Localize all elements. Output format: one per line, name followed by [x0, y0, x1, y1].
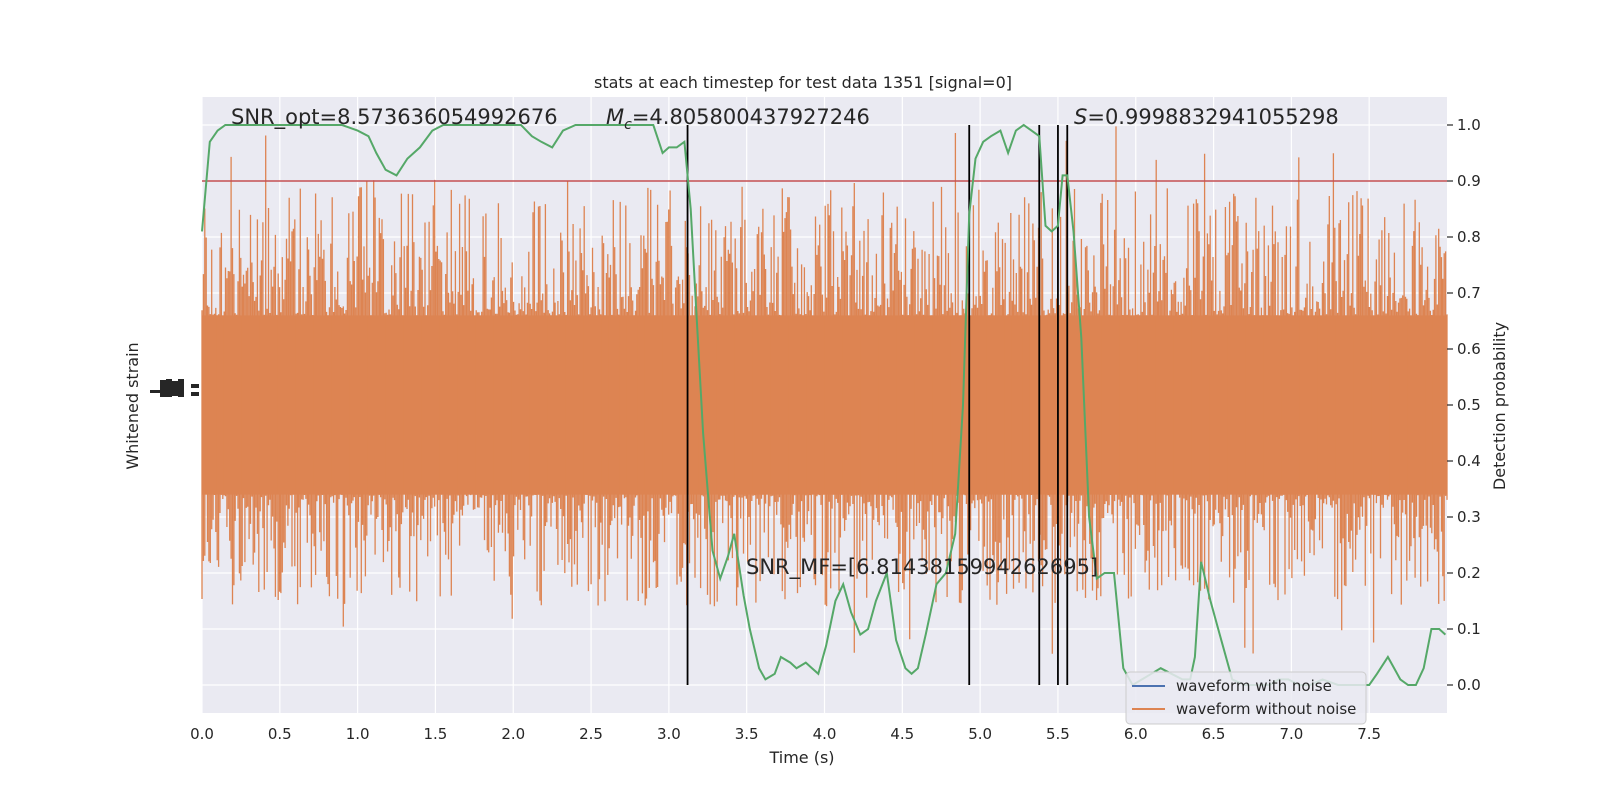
y-right-tick-label: 0.3	[1457, 508, 1481, 526]
x-tick-label: 5.0	[968, 725, 992, 743]
strain-waveform-without-noise	[201, 126, 1448, 654]
x-tick-label: 4.0	[813, 725, 837, 743]
y-right-tick-label: 0.5	[1457, 396, 1481, 414]
y-right-tick-label: 0.8	[1457, 228, 1481, 246]
left-axis-tick-clutter	[150, 379, 199, 397]
x-tick-label: 1.5	[424, 725, 448, 743]
y-right-tick-label: 1.0	[1457, 116, 1481, 134]
legend-label-with-noise: waveform with noise	[1176, 677, 1332, 695]
legend-label-without-noise: waveform without noise	[1176, 700, 1356, 718]
detection-probability-line	[201, 123, 1447, 687]
x-tick-label: 0.0	[190, 725, 214, 743]
y-right-tick-label: 0.9	[1457, 172, 1481, 190]
x-ticks: 0.0 0.5 1.0 1.5 2.0 2.5 3.0 3.5 4.0 4.5 5.0 5.5 6.0 6…	[190, 725, 1381, 743]
y-axis-label-left: Whitened strain	[123, 342, 142, 469]
y-right-ticks: 0.0 0.1 0.2 0.3 0.4 0.5 0.6 0.7 0.8 0.9 1.0	[1447, 116, 1481, 694]
annotation-chirp-mass: Mc=4.805800437927246	[606, 105, 870, 133]
x-tick-label: 4.5	[890, 725, 914, 743]
x-tick-label: 3.0	[657, 725, 681, 743]
y-right-tick-label: 0.6	[1457, 340, 1481, 358]
y-right-tick-label: 0.0	[1457, 676, 1481, 694]
legend: waveform with noise waveform without noi…	[1125, 671, 1367, 725]
chart-title: stats at each timestep for test data 135…	[594, 73, 1012, 92]
x-axis-label: Time (s)	[768, 748, 834, 767]
y-right-tick-label: 0.1	[1457, 620, 1481, 638]
x-tick-label: 6.0	[1124, 725, 1148, 743]
annotation-snr-opt: SNR_opt=8.573636054992676	[231, 105, 558, 130]
x-tick-label: 0.5	[268, 725, 292, 743]
annotation-snr-mf: SNR_MF=[6.814381599426​2695]	[746, 555, 1098, 580]
x-tick-label: 6.5	[1202, 725, 1226, 743]
y-right-tick-label: 0.7	[1457, 284, 1481, 302]
x-tick-label: 7.0	[1279, 725, 1303, 743]
x-tick-label: 5.5	[1046, 725, 1070, 743]
x-tick-label: 7.5	[1357, 725, 1381, 743]
annotation-s-value: S=0.9998832941055298	[1074, 105, 1339, 129]
x-tick-label: 2.0	[501, 725, 525, 743]
y-axis-label-right: Detection probability	[1490, 322, 1509, 490]
x-tick-label: 1.0	[346, 725, 370, 743]
legend-box	[1125, 671, 1367, 725]
strain-series	[201, 126, 1448, 654]
x-tick-label: 2.5	[579, 725, 603, 743]
x-tick-label: 3.5	[735, 725, 759, 743]
y-right-tick-label: 0.2	[1457, 564, 1481, 582]
y-right-tick-label: 0.4	[1457, 452, 1481, 470]
